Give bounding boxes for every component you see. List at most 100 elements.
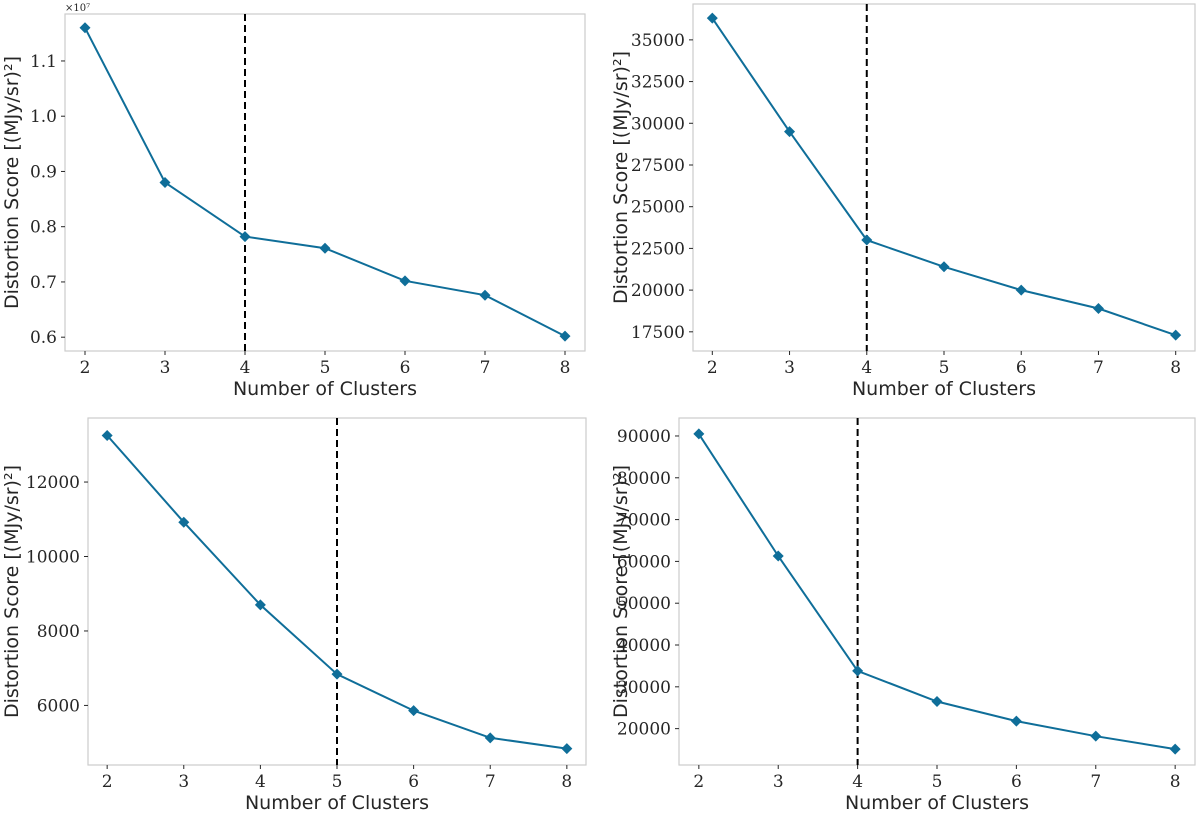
x-tick-label: 6 xyxy=(1011,772,1022,792)
x-tick-label: 6 xyxy=(1016,358,1027,378)
plot-frame xyxy=(692,3,1196,352)
plot-frame xyxy=(678,417,1196,766)
y-tick-label: 12000 xyxy=(26,473,80,493)
data-point xyxy=(319,242,331,254)
x-axis-label: Number of Clusters xyxy=(845,792,1029,813)
data-point xyxy=(1092,302,1104,314)
data-point xyxy=(1015,284,1027,296)
plot-frame xyxy=(64,13,586,352)
y-tick-label: 32500 xyxy=(631,73,685,93)
data-point xyxy=(852,665,864,677)
y-tick-label: 0.9 xyxy=(30,162,57,182)
x-tick-label: 6 xyxy=(408,772,419,792)
y-tick-label: 35000 xyxy=(631,31,685,51)
y-axis-label: Distortion Score [(MJy/sr)²] xyxy=(610,51,632,304)
y-tick-label: 20000 xyxy=(617,720,671,740)
chart-panel-top-left: 2 3 4 5 6 7 8 0.6 0.7 0.8 0.9 1.0 1.1 ×10⁷ Number of C… xyxy=(1,3,586,400)
x-tick-label: 3 xyxy=(160,358,171,378)
data-point xyxy=(178,516,190,528)
x-axis-label: Number of Clusters xyxy=(852,378,1036,400)
y-tick-label: 1.1 xyxy=(30,52,57,72)
y-tick-label: 30000 xyxy=(617,678,671,698)
data-point xyxy=(861,234,873,246)
y-tick-label: 0.6 xyxy=(30,328,57,348)
data-point xyxy=(159,177,171,188)
x-tick-label: 7 xyxy=(1093,358,1104,378)
y-tick-label: 17500 xyxy=(631,323,685,343)
x-tick-label: 2 xyxy=(693,772,704,792)
y-tick-label: 27500 xyxy=(631,156,685,176)
x-tick-label: 5 xyxy=(320,358,331,378)
data-point xyxy=(772,550,784,562)
y-axis-label: Distortion Score [(MJy/sr)²] xyxy=(610,465,632,718)
chart-panel-top-right: 2 3 4 5 6 7 8 17500 20000 22500 25000 27500 30000 325… xyxy=(610,3,1196,400)
x-tick-label: 3 xyxy=(784,358,795,378)
plot-frame xyxy=(87,417,587,766)
x-tick-label: 2 xyxy=(102,772,113,792)
x-tick-label: 2 xyxy=(707,358,718,378)
data-point xyxy=(784,126,796,138)
y-tick-label: 22500 xyxy=(631,239,685,259)
data-point xyxy=(1090,730,1102,742)
x-tick-label: 3 xyxy=(773,772,784,792)
y-tick-label: 25000 xyxy=(631,198,685,218)
data-point xyxy=(1010,715,1022,727)
x-tick-label: 4 xyxy=(255,772,266,792)
y-tick-label: 70000 xyxy=(617,511,671,531)
data-point xyxy=(399,275,411,287)
data-point xyxy=(254,599,266,611)
y-tick-label: 50000 xyxy=(617,594,671,614)
x-tick-label: 8 xyxy=(1170,358,1181,378)
y-tick-label: 40000 xyxy=(617,636,671,656)
x-tick-label: 7 xyxy=(485,772,496,792)
y-offset-label: ×10⁷ xyxy=(65,3,90,14)
data-point xyxy=(1170,329,1182,341)
y-axis-label: Distortion Score [(MJy/sr)²] xyxy=(1,56,23,309)
y-tick-label: 6000 xyxy=(37,696,80,716)
x-tick-label: 5 xyxy=(939,358,950,378)
data-point xyxy=(693,428,705,440)
x-tick-label: 4 xyxy=(240,358,251,378)
x-tick-label: 4 xyxy=(861,358,872,378)
data-point xyxy=(559,330,571,342)
x-tick-label: 2 xyxy=(80,358,91,378)
data-point xyxy=(484,732,496,744)
x-tick-label: 8 xyxy=(560,358,571,378)
x-axis-label: Number of Clusters xyxy=(233,378,417,400)
data-point xyxy=(938,261,950,273)
y-tick-label: 0.7 xyxy=(30,273,57,293)
y-tick-label: 1.0 xyxy=(30,107,57,127)
chart-panel-bottom-left: 2 3 4 5 6 7 8 6000 8000 10000 12000 Number of Clust… xyxy=(1,417,587,813)
series-line xyxy=(84,27,566,337)
x-tick-label: 5 xyxy=(932,772,943,792)
x-tick-label: 7 xyxy=(1090,772,1101,792)
data-point xyxy=(479,289,491,301)
series-line xyxy=(711,17,1177,337)
data-point xyxy=(239,231,251,243)
x-tick-label: 6 xyxy=(400,358,411,378)
data-point xyxy=(331,668,343,680)
data-point xyxy=(706,12,718,24)
y-tick-label: 20000 xyxy=(631,281,685,301)
y-tick-label: 60000 xyxy=(617,552,671,572)
y-tick-label: 10000 xyxy=(26,548,80,568)
x-tick-label: 7 xyxy=(480,358,491,378)
x-tick-label: 8 xyxy=(561,772,572,792)
y-tick-label: 30000 xyxy=(631,114,685,134)
data-point xyxy=(408,705,420,717)
y-tick-label: 80000 xyxy=(617,469,671,489)
y-tick-label: 0.8 xyxy=(30,218,57,238)
y-tick-label: 90000 xyxy=(617,427,671,447)
x-tick-label: 4 xyxy=(852,772,863,792)
x-tick-label: 8 xyxy=(1170,772,1181,792)
data-point xyxy=(101,429,113,441)
data-point xyxy=(561,743,573,755)
x-tick-label: 5 xyxy=(332,772,343,792)
y-tick-label: 8000 xyxy=(37,622,80,642)
series-line xyxy=(106,434,567,750)
data-point xyxy=(931,695,943,707)
x-tick-label: 3 xyxy=(178,772,189,792)
data-point xyxy=(79,22,91,34)
data-point xyxy=(1169,743,1181,755)
